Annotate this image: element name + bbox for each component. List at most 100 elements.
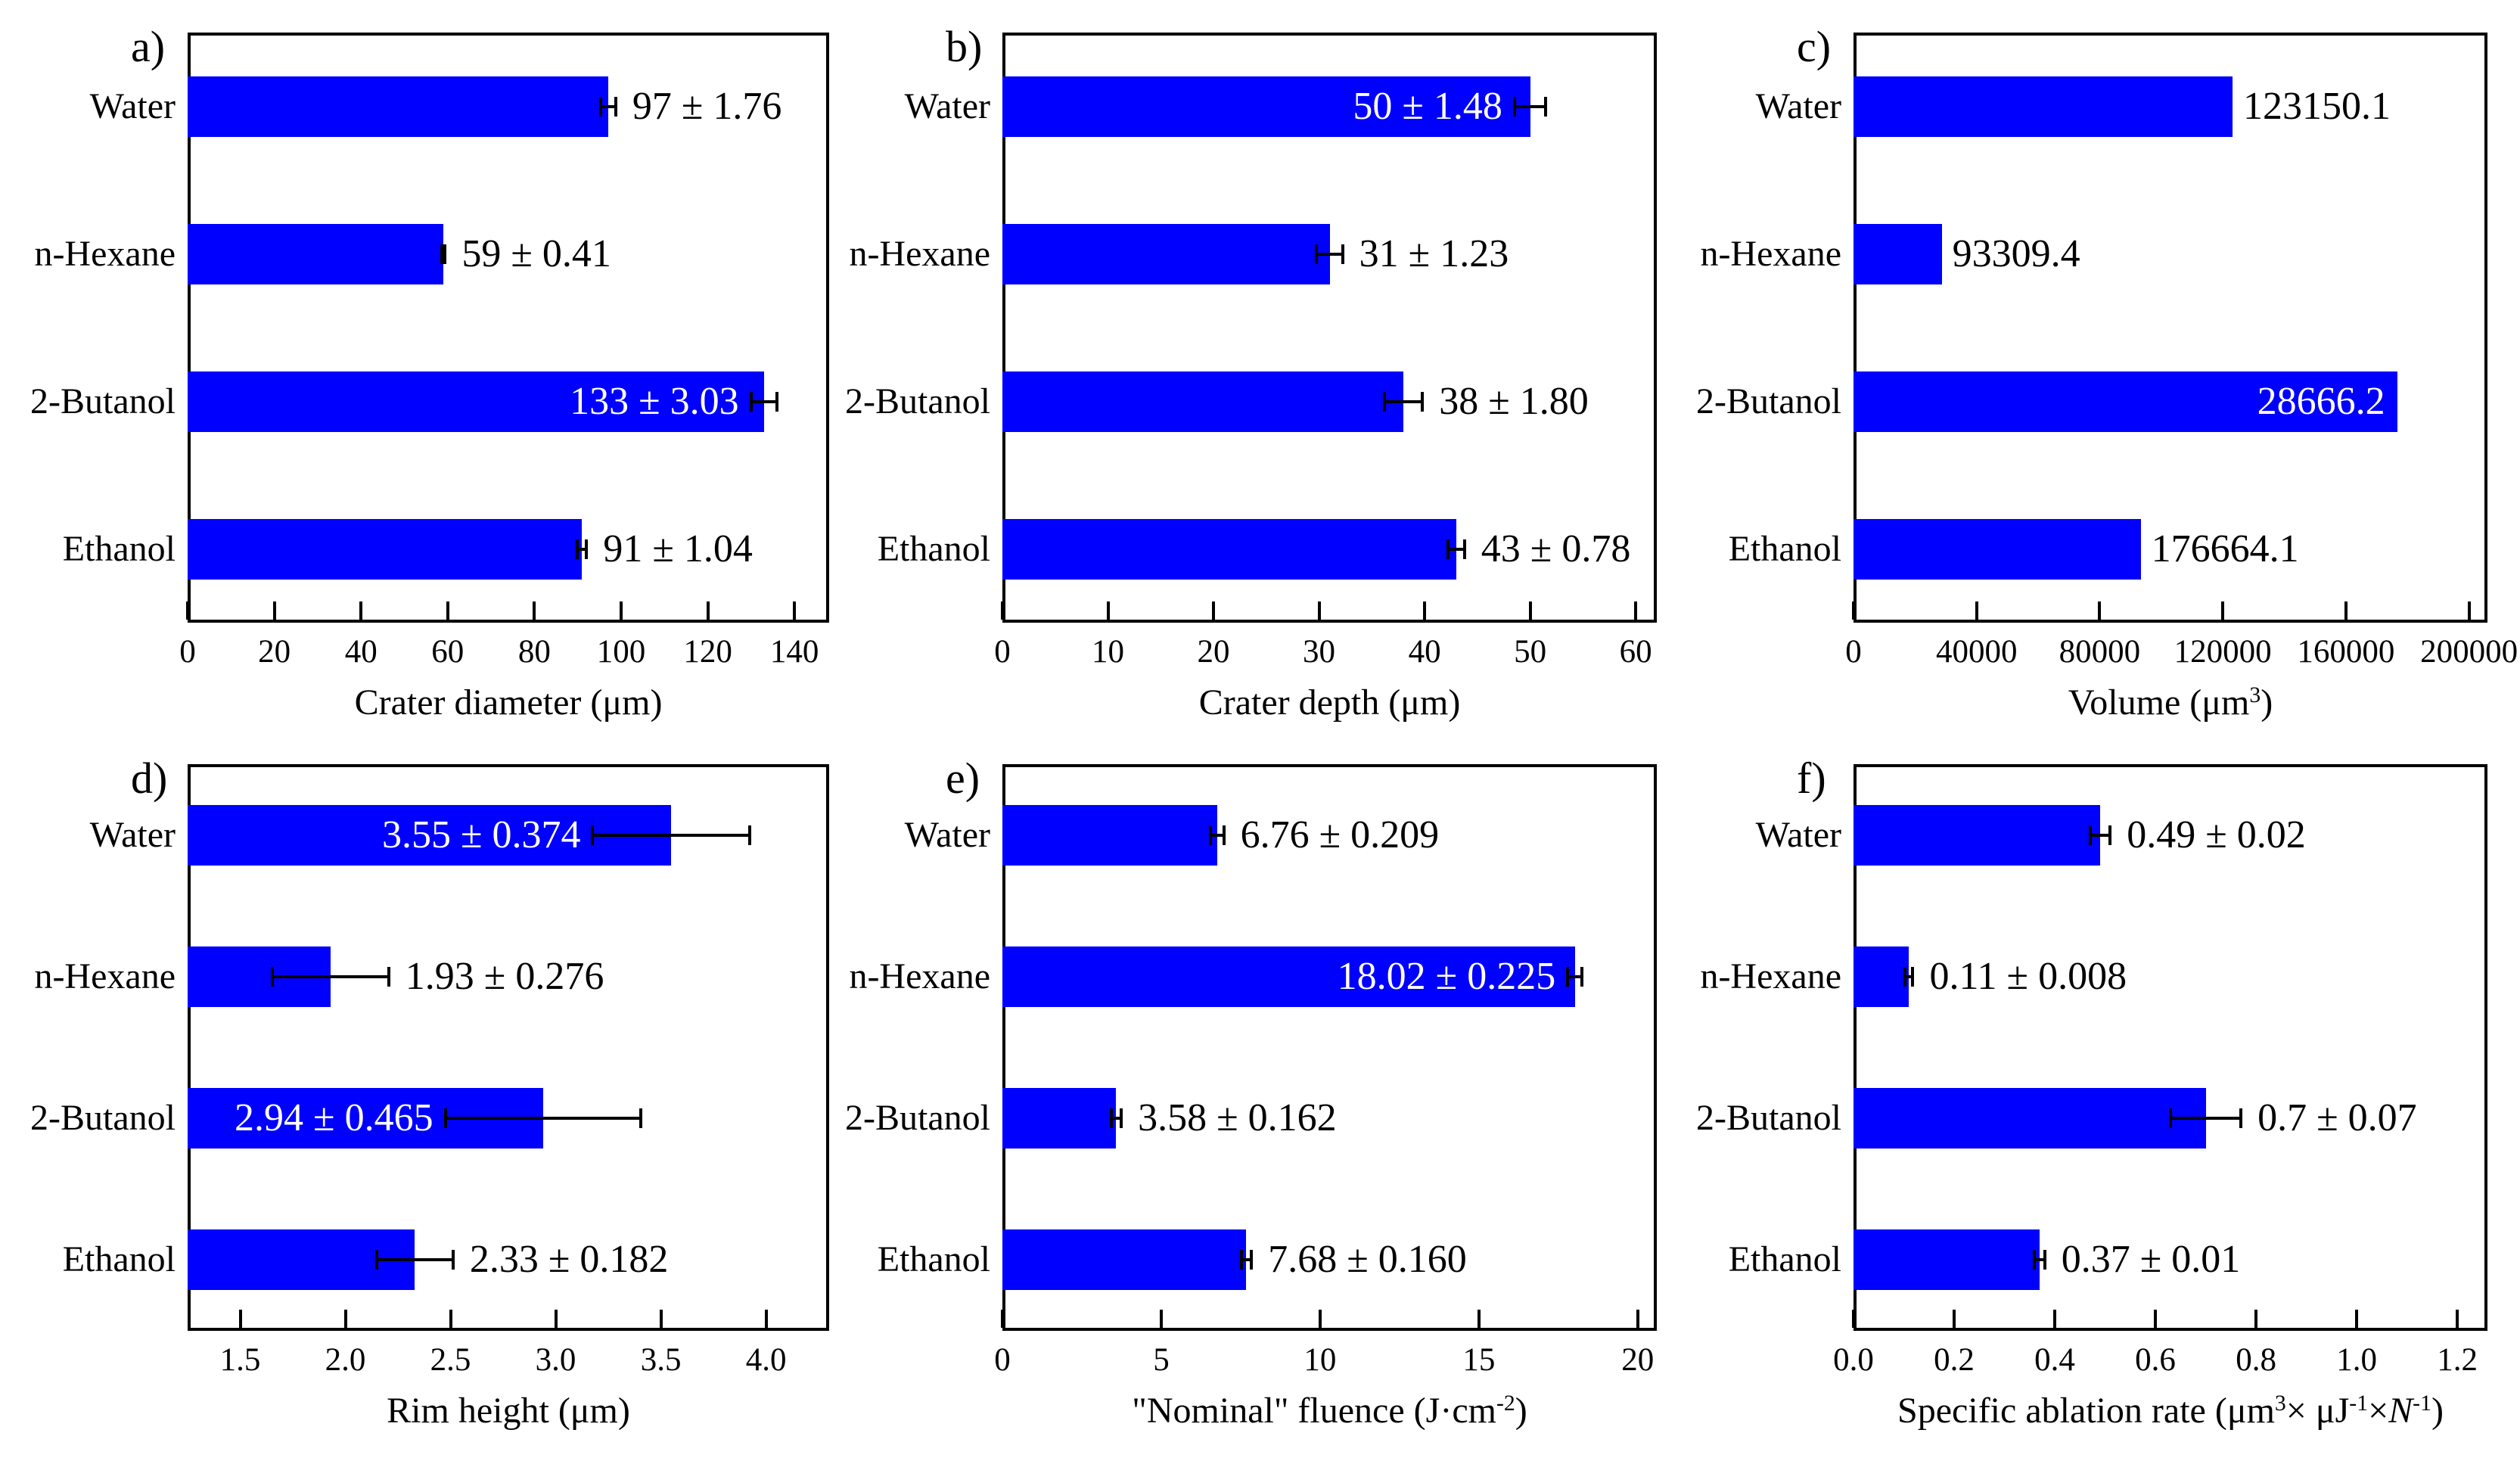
x-tick-label-b-2: 20 [1197, 634, 1230, 670]
error-bar-left-cap-f-water [2088, 825, 2092, 845]
x-tick-a-1 [272, 601, 276, 620]
error-bar-left-cap-d-n-hexane [271, 966, 275, 987]
error-bar-a-2-butanol [750, 399, 778, 403]
x-axis-title-segment: 3 [2249, 682, 2261, 707]
value-label-e-ethanol: 7.68 ± 0.160 [1268, 1238, 1467, 1282]
error-bar-right-cap-d-n-hexane [387, 966, 390, 987]
value-label-e-2-butanol: 3.58 ± 0.162 [1138, 1096, 1337, 1140]
panel-letter-d: d) [131, 754, 168, 803]
category-label-d-2-butanol: 2-Butanol [30, 1098, 176, 1139]
x-tick-f-2 [2053, 1310, 2057, 1328]
x-tick-c-0 [1852, 601, 1855, 620]
x-tick-a-4 [533, 601, 536, 620]
value-label-c-ethanol: 176664.1 [2151, 527, 2299, 570]
category-label-a-ethanol: Ethanol [62, 528, 176, 569]
error-bar-right-cap-a-water [614, 96, 617, 117]
x-axis-title-segment: Volume (μm [2068, 682, 2250, 723]
error-bar-left-cap-f-n-hexane [1903, 966, 1906, 987]
category-label-d-water: Water [89, 814, 176, 855]
x-tick-label-a-6: 120 [683, 634, 732, 670]
x-tick-f-0 [1852, 1310, 1855, 1328]
x-tick-label-e-0: 0 [994, 1342, 1011, 1378]
error-bar-e-water [1210, 833, 1224, 837]
category-label-e-water: Water [904, 814, 990, 855]
panel-letter-b: b) [946, 22, 983, 71]
error-bar-b-water [1514, 104, 1546, 108]
bar-b-water [1002, 76, 1530, 137]
bar-f-n-hexane [1853, 946, 1909, 1007]
panel-c: c) 123150.1 Water 93309.4 n-Hexane 28666.2 2-B… [1679, 0, 2520, 732]
x-tick-label-a-2: 40 [344, 634, 378, 670]
x-tick-f-4 [2254, 1310, 2258, 1328]
x-tick-d-4 [659, 1310, 663, 1328]
x-axis-title-segment: Crater diameter (μm) [354, 682, 663, 723]
x-tick-b-5 [1528, 601, 1532, 620]
error-bar-left-cap-d-2-butanol [443, 1108, 447, 1129]
bar-d-water [188, 804, 672, 866]
panel-letter-f: f) [1797, 754, 1826, 803]
panel-letter-a: a) [131, 22, 166, 71]
error-bar-e-2-butanol [1111, 1117, 1122, 1121]
x-tick-d-0 [238, 1310, 242, 1328]
x-tick-f-6 [2456, 1310, 2459, 1328]
x-tick-label-f-2: 0.4 [2034, 1342, 2075, 1378]
x-tick-label-c-3: 120000 [2174, 634, 2272, 670]
error-bar-right-cap-e-water [1222, 825, 1226, 845]
panel-letter-c: c) [1797, 22, 1832, 71]
value-label-a-2-butanol: 133 ± 3.03 [570, 379, 739, 423]
value-label-d-n-hexane: 1.93 ± 0.276 [405, 954, 604, 998]
value-label-b-water: 50 ± 1.48 [1353, 84, 1502, 128]
x-tick-label-c-2: 80000 [2059, 634, 2141, 670]
x-tick-label-f-1: 0.2 [1934, 1342, 1975, 1378]
error-bar-f-2-butanol [2170, 1117, 2242, 1121]
error-bar-right-cap-e-ethanol [1250, 1250, 1254, 1270]
category-label-b-ethanol: Ethanol [877, 528, 990, 569]
category-label-c-2-butanol: 2-Butanol [1696, 381, 1841, 421]
category-label-a-water: Water [89, 85, 176, 126]
x-axis-title-a: Crater diameter (μm) [355, 682, 663, 724]
x-axis-title-c: Volume (μm3) [2068, 682, 2273, 729]
bar-e-2-butanol [1002, 1088, 1117, 1149]
x-tick-label-f-0: 0.0 [1833, 1342, 1874, 1378]
bar-a-2-butanol [188, 371, 765, 432]
value-label-f-n-hexane: 0.11 ± 0.008 [1929, 954, 2127, 998]
category-label-a-n-hexane: n-Hexane [34, 233, 176, 274]
category-label-e-n-hexane: n-Hexane [849, 956, 990, 996]
bar-e-water [1002, 804, 1217, 866]
error-bar-left-cap-e-ethanol [1239, 1250, 1243, 1270]
bar-b-ethanol [1002, 518, 1456, 580]
category-label-d-n-hexane: n-Hexane [34, 956, 176, 996]
x-tick-label-f-6: 1.2 [2437, 1342, 2478, 1378]
panel-letter-e: e) [946, 754, 980, 803]
bar-e-ethanol [1002, 1229, 1247, 1291]
x-tick-label-f-4: 0.8 [2236, 1342, 2276, 1378]
error-bar-a-n-hexane [441, 252, 446, 256]
x-tick-a-7 [793, 601, 797, 620]
bar-f-2-butanol [1853, 1088, 2206, 1149]
category-label-b-2-butanol: 2-Butanol [845, 381, 990, 421]
panel-f: f) 0.49 ± 0.02 Water 0.11 ± 0.008 n-Hexane 0.… [1679, 732, 2520, 1464]
x-tick-e-4 [1636, 1310, 1639, 1328]
error-bar-f-n-hexane [1904, 974, 1913, 978]
x-tick-e-2 [1318, 1310, 1322, 1328]
x-tick-label-b-5: 50 [1514, 634, 1547, 670]
error-bar-right-cap-b-n-hexane [1341, 244, 1344, 264]
x-axis-title-segment: N [2388, 1391, 2413, 1431]
error-bar-a-ethanol [577, 547, 587, 551]
x-tick-label-a-3: 60 [431, 634, 465, 670]
error-bar-right-cap-b-ethanol [1462, 539, 1466, 559]
error-bar-right-cap-d-water [748, 825, 752, 845]
x-tick-label-a-7: 140 [769, 634, 819, 670]
value-label-a-n-hexane: 59 ± 0.41 [461, 232, 611, 275]
error-bar-right-cap-e-2-butanol [1120, 1108, 1123, 1129]
x-axis-title-segment: × μJ [2285, 1391, 2350, 1431]
panel-d: d) 3.55 ± 0.374 Water 1.93 ± 0.276 n-Hexane 2… [0, 732, 840, 1464]
error-bar-d-water [592, 833, 750, 837]
error-bar-left-cap-b-2-butanol [1383, 391, 1387, 412]
x-axis-title-f: Specific ablation rate (μm3× μJ-1×N-1) [1897, 1390, 2444, 1437]
x-tick-label-d-5: 4.0 [745, 1342, 787, 1378]
x-tick-b-0 [1001, 601, 1004, 620]
error-bar-left-cap-d-ethanol [374, 1250, 378, 1270]
error-bar-right-cap-f-ethanol [2043, 1250, 2046, 1270]
x-tick-label-a-0: 0 [179, 634, 196, 670]
